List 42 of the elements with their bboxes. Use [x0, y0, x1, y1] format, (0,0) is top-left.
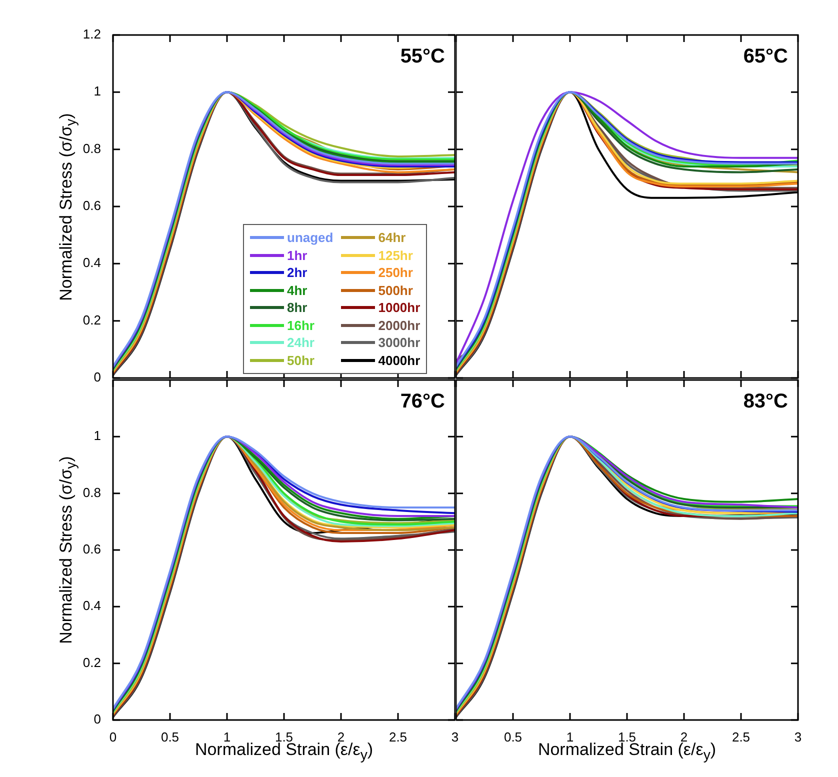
annotation: 55°C: [400, 46, 445, 68]
y-tick-label: 0.8: [82, 140, 101, 156]
legend-label: 24hr: [287, 335, 314, 350]
y-tick-label: 0.6: [82, 542, 101, 557]
x-tick-label: 0.5: [160, 729, 180, 744]
annotation: 83°C: [743, 390, 788, 413]
legend-label: 64hr: [378, 230, 406, 246]
x-tick-label: 1: [566, 729, 574, 744]
legend-label: 500hr: [378, 282, 413, 298]
x-tick-label: 0.5: [504, 729, 522, 744]
x-tick-label: 2.5: [732, 729, 750, 744]
x-tick-label: 3: [451, 729, 459, 744]
y-tick-label: 1: [94, 428, 101, 444]
y-tick-label: 0.4: [82, 255, 101, 270]
legend-label: 125hr: [378, 248, 413, 263]
annotation: 65°C: [743, 46, 788, 68]
legend-label: 1hr: [287, 248, 308, 263]
y-tick-label: 0.2: [82, 312, 101, 328]
y-tick-label: 0.2: [82, 654, 101, 670]
annotation: 76°C: [400, 390, 445, 413]
legend-label: 4000hr: [378, 352, 420, 368]
y-tick-label: 1.2: [82, 26, 101, 42]
x-tick-label: 3: [794, 729, 802, 744]
x-tick-label: 0: [109, 729, 117, 744]
x-tick-label: 2.5: [388, 729, 408, 744]
legend-label: 50hr: [287, 352, 314, 368]
y-tick-label: 0: [94, 712, 101, 727]
y-tick-label: 0: [94, 370, 101, 385]
y-tick-label: 0.8: [82, 484, 101, 500]
legend-label: 4hr: [287, 282, 308, 298]
legend-label: 8hr: [287, 300, 308, 316]
y-tick-label: 1: [94, 84, 101, 99]
legend-label: 2hr: [287, 265, 308, 280]
legend-label: 1000hr: [378, 300, 420, 316]
y-tick-label: 0.4: [82, 598, 101, 614]
legend-label: 250hr: [378, 265, 413, 280]
legend-label: 2000hr: [378, 318, 420, 333]
legend-label: unaged: [287, 230, 334, 246]
x-tick-label: 1: [223, 729, 231, 744]
y-tick-label: 0.6: [82, 198, 101, 214]
legend-label: 3000hr: [378, 335, 420, 350]
legend-label: 16hr: [287, 318, 314, 333]
